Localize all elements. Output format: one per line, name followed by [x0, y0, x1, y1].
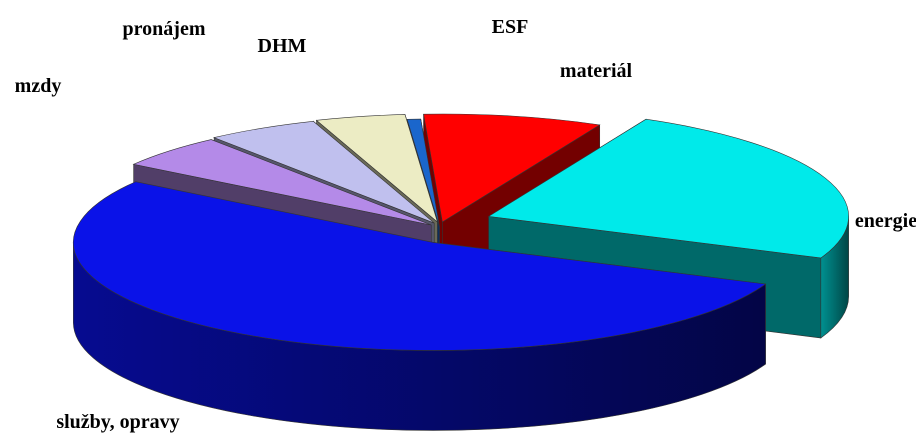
pie-slice-dhm — [315, 114, 439, 223]
slice-label-mzdy: mzdy — [15, 75, 62, 97]
pie-slice-sluzby-opravy — [73, 181, 767, 351]
pie-slice-esf — [406, 118, 440, 227]
slice-label-dhm: DHM — [258, 35, 307, 57]
slice-label-sluzby-opravy: služby, opravy — [56, 411, 179, 433]
slice-label-energie: energie — [855, 210, 916, 232]
slice-label-pronajem: pronájem — [123, 18, 206, 40]
pie-slice-pronajem — [213, 121, 435, 224]
slice-tops — [73, 113, 849, 351]
pie-slice-material — [423, 113, 601, 223]
pie-slice-mzdy — [132, 139, 432, 226]
pie-slice-energie — [487, 118, 849, 259]
slice-labels: materiál energie služby, opravy mzdy pronáje… — [15, 16, 916, 433]
slice-label-esf: ESF — [492, 16, 529, 38]
slice-label-material: materiál — [560, 60, 633, 82]
